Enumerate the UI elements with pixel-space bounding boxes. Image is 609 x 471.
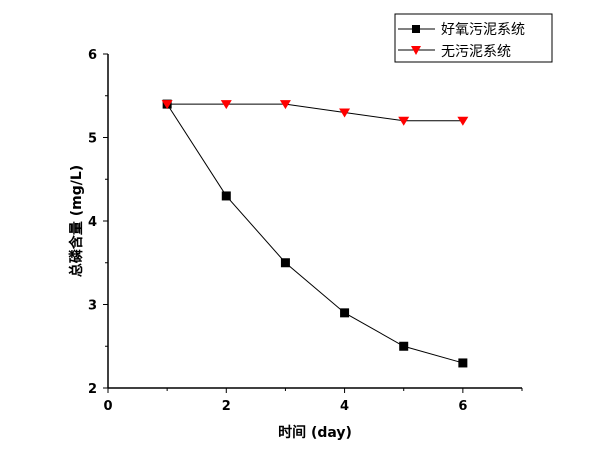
y-tick-label: 5 (88, 132, 97, 147)
series-line-0 (166, 103, 463, 364)
x-tick-label: 0 (103, 399, 112, 414)
data-point-triangle (161, 100, 173, 110)
x-tick-label: 4 (340, 399, 349, 414)
data-point-square (221, 191, 231, 201)
x-axis-label: 时间 (day) (278, 424, 352, 441)
x-tick-label: 6 (458, 399, 467, 414)
y-tick-label: 3 (88, 299, 97, 314)
y-tick-label: 6 (88, 48, 97, 63)
legend: 好氧污泥系统 无污泥系统 (394, 13, 553, 63)
data-point-triangle (279, 100, 291, 110)
legend-square-marker-icon (412, 25, 420, 33)
data-point-triangle (339, 108, 351, 118)
series-group (161, 99, 469, 368)
series-line-1 (167, 103, 463, 122)
legend-label-0: 好氧污泥系统 (441, 22, 525, 38)
legend-triangle-marker-icon (411, 46, 421, 55)
data-point-triangle (457, 116, 469, 126)
y-tick-label: 4 (88, 215, 97, 230)
y-axis-label: 总磷含量 (mg/L) (68, 165, 85, 277)
y-tick-label: 2 (88, 382, 97, 397)
data-point-square (340, 308, 350, 318)
data-point-square (458, 358, 468, 368)
data-point-square (399, 341, 409, 351)
data-point-triangle (398, 116, 410, 126)
legend-box (394, 13, 553, 63)
x-tick-label: 2 (222, 399, 231, 414)
data-point-square (280, 258, 290, 268)
legend-label-1: 无污泥系统 (441, 44, 511, 60)
data-point-triangle (220, 100, 232, 110)
